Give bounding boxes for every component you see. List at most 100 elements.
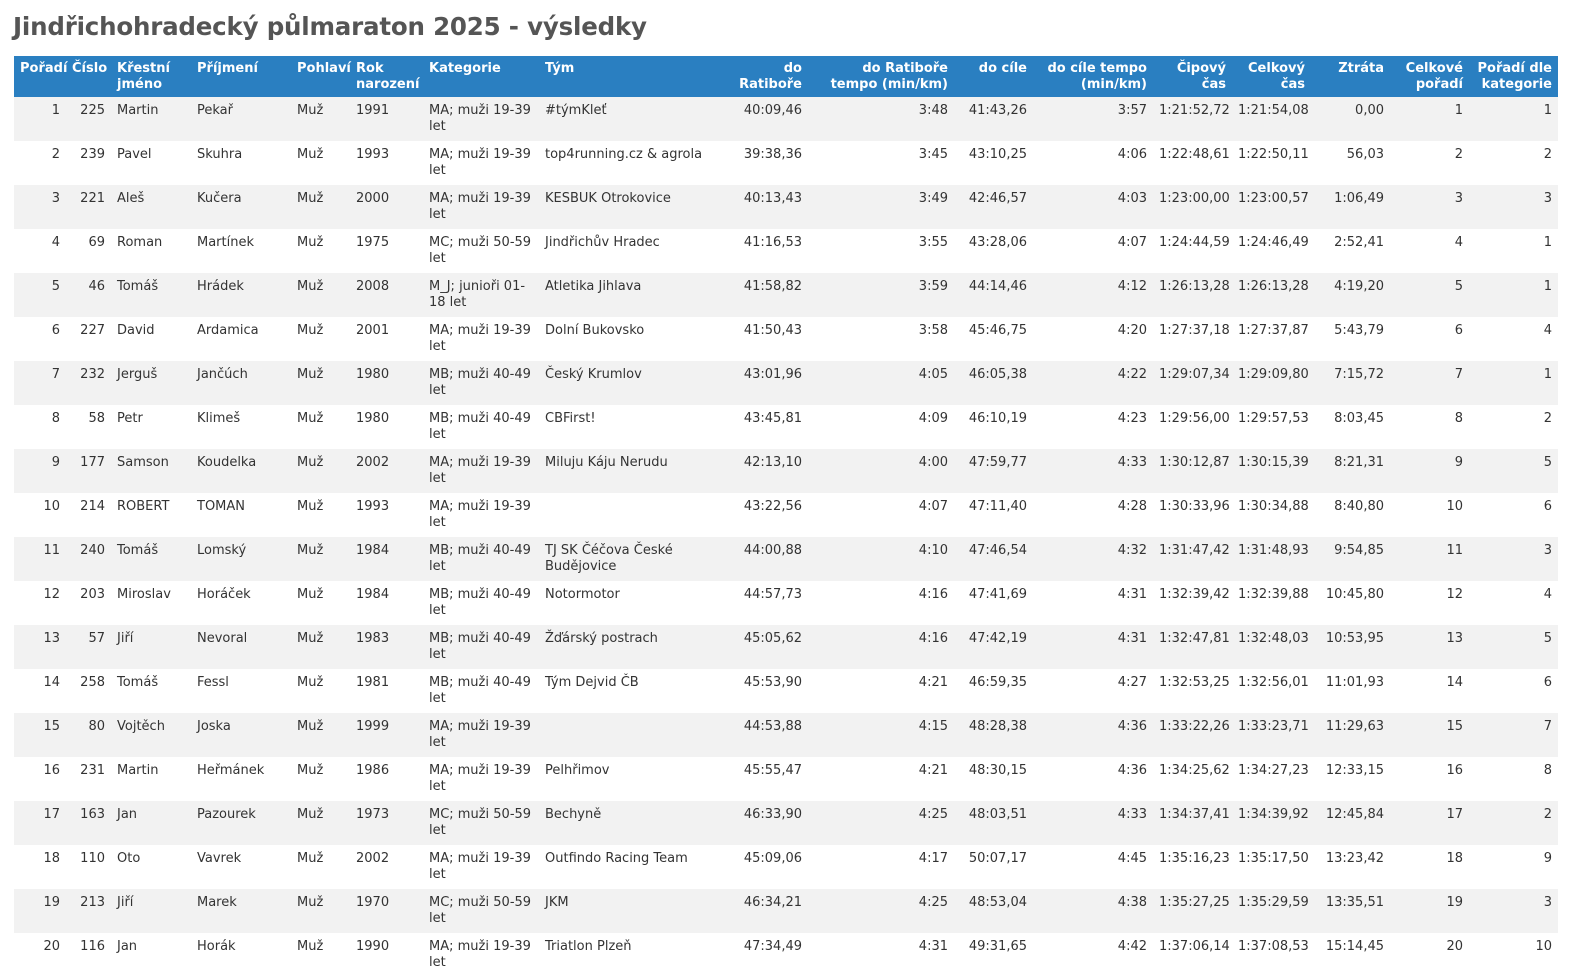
cell-ztrata: 12:33,15 [1311,757,1390,801]
cell-poradi_kat: 1 [1469,361,1558,405]
cell-prijmeni: TOMAN [191,493,291,537]
cell-prijmeni: Jančúch [191,361,291,405]
cell-celkove_poradi: 6 [1390,317,1469,361]
cell-celkove_poradi: 14 [1390,669,1469,713]
cell-pohlavi: Muž [291,669,350,713]
cell-poradi_kat: 10 [1469,933,1558,977]
cell-do_ratibore: 45:09,06 [720,845,808,889]
cell-poradi: 5 [14,273,66,317]
cell-celkove_poradi: 7 [1390,361,1469,405]
table-row: 2 239 Pavel Skuhra Muž 1993 MA; muži 19-39 let… [14,141,1558,185]
cell-do_cile: 48:03,51 [954,801,1033,845]
cell-prijmeni: Horáček [191,581,291,625]
cell-pohlavi: Muž [291,449,350,493]
table-row: 11 240 Tomáš Lomský Muž 1984 MB; muži 40-49 le… [14,537,1558,581]
cell-ztrata: 10:53,95 [1311,625,1390,669]
cell-do_ratibore: 41:16,53 [720,229,808,273]
cell-celkove_poradi: 9 [1390,449,1469,493]
cell-kategorie: MA; muži 19-39 let [423,933,539,977]
cell-poradi_kat: 1 [1469,97,1558,141]
cell-kategorie: MA; muži 19-39 let [423,713,539,757]
cell-kategorie: MA; muži 19-39 let [423,493,539,537]
cell-ratibor_tempo: 3:48 [808,97,954,141]
cell-tym: Tým Dejvid ČB [539,669,720,713]
table-row: 15 80 Vojtěch Joska Muž 1999 MA; muži 19-39 le… [14,713,1558,757]
cell-tym [539,493,720,537]
cell-ratibor_tempo: 4:07 [808,493,954,537]
cell-kategorie: MA; muži 19-39 let [423,317,539,361]
header-row: Pořadí Číslo Křestní jméno Příjmení Pohlaví R… [14,56,1558,97]
cell-poradi: 10 [14,493,66,537]
column-header-tym: Tým [539,56,720,97]
cell-prijmeni: Fessl [191,669,291,713]
cell-do_ratibore: 39:38,36 [720,141,808,185]
column-header-do_ratibore: do Ratiboře [720,56,808,97]
column-header-poradi: Pořadí [14,56,67,97]
cell-tym: Pelhřimov [539,757,720,801]
cell-cislo: 232 [66,361,111,405]
cell-kategorie: MA; muži 19-39 let [423,449,539,493]
cell-prijmeni: Hrádek [191,273,291,317]
cell-poradi_kat: 3 [1469,185,1558,229]
cell-rok: 1975 [350,229,423,273]
cell-poradi: 1 [14,97,66,141]
cell-krestni: Samson [111,449,191,493]
cell-poradi_kat: 1 [1469,273,1558,317]
cell-ztrata: 56,03 [1311,141,1390,185]
cell-krestni: Jiří [111,625,191,669]
cell-cipovy: 1:23:00,00 [1153,185,1232,229]
cell-cil_tempo: 4:32 [1033,537,1153,581]
cell-do_ratibore: 42:13,10 [720,449,808,493]
cell-pohlavi: Muž [291,405,350,449]
cell-celkovy: 1:35:29,59 [1232,889,1311,933]
cell-do_cile: 46:05,38 [954,361,1033,405]
cell-do_cile: 47:11,40 [954,493,1033,537]
cell-celkove_poradi: 8 [1390,405,1469,449]
column-header-prijmeni: Příjmení [191,56,291,97]
cell-poradi_kat: 3 [1469,889,1558,933]
cell-ztrata: 9:54,85 [1311,537,1390,581]
cell-tym: Notormotor [539,581,720,625]
cell-do_ratibore: 44:53,88 [720,713,808,757]
table-row: 20 116 Jan Horák Muž 1990 MA; muži 19-39 let Tr… [14,933,1558,977]
cell-ratibor_tempo: 4:05 [808,361,954,405]
cell-do_ratibore: 44:57,73 [720,581,808,625]
cell-kategorie: M_J; junioři 01-18 let [423,273,539,317]
cell-kategorie: MC; muži 50-59 let [423,801,539,845]
cell-cil_tempo: 4:07 [1033,229,1153,273]
cell-cipovy: 1:27:37,18 [1153,317,1232,361]
cell-tym: #týmKleť [539,97,720,141]
column-header-ratibor_tempo: do Ratiboře tempo (min/km) [808,56,954,97]
cell-poradi_kat: 5 [1469,625,1558,669]
cell-celkovy: 1:32:39,88 [1232,581,1311,625]
cell-poradi: 18 [14,845,66,889]
cell-ratibor_tempo: 4:16 [808,625,954,669]
cell-ratibor_tempo: 3:49 [808,185,954,229]
cell-poradi: 16 [14,757,66,801]
table-row: 6 227 David Ardamica Muž 2001 MA; muži 19-39 l… [14,317,1558,361]
table-row: 18 110 Oto Vavrek Muž 2002 MA; muži 19-39 let O… [14,845,1558,889]
cell-tym [539,713,720,757]
cell-ztrata: 1:06,49 [1311,185,1390,229]
cell-kategorie: MB; muži 40-49 let [423,537,539,581]
cell-pohlavi: Muž [291,229,350,273]
cell-rok: 2002 [350,449,423,493]
cell-krestni: Martin [111,97,191,141]
table-row: 13 57 Jiří Nevoral Muž 1983 MB; muži 40-49 let… [14,625,1558,669]
table-row: 1 225 Martin Pekař Muž 1991 MA; muži 19-39 let… [14,97,1558,141]
cell-kategorie: MA; muži 19-39 let [423,185,539,229]
cell-poradi: 13 [14,625,66,669]
cell-do_cile: 47:42,19 [954,625,1033,669]
cell-cislo: 225 [66,97,111,141]
cell-tym: KESBUK Otrokovice [539,185,720,229]
cell-rok: 1991 [350,97,423,141]
cell-celkovy: 1:34:39,92 [1232,801,1311,845]
cell-do_cile: 46:10,19 [954,405,1033,449]
cell-cislo: 163 [66,801,111,845]
cell-celkove_poradi: 4 [1390,229,1469,273]
cell-krestni: ROBERT [111,493,191,537]
cell-prijmeni: Ardamica [191,317,291,361]
cell-celkovy: 1:30:34,88 [1232,493,1311,537]
cell-ratibor_tempo: 3:59 [808,273,954,317]
table-row: 8 58 Petr Klimeš Muž 1980 MB; muži 40-49 let CB… [14,405,1558,449]
